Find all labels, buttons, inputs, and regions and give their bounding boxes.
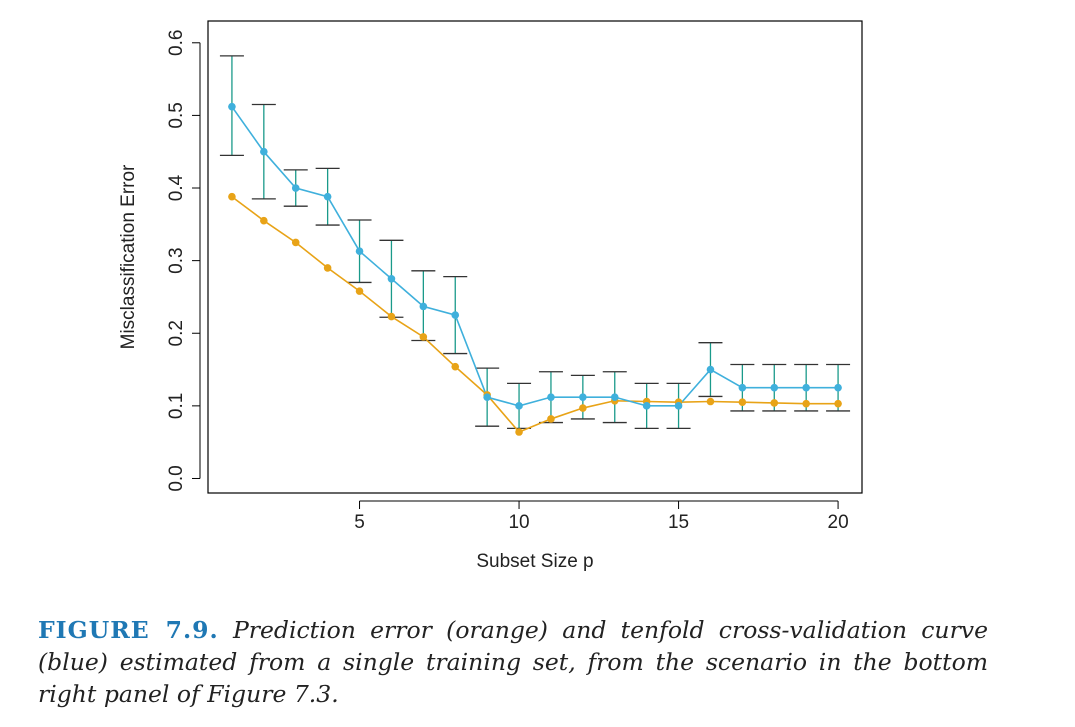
cv-error-point [770,383,779,392]
figure-caption-text: Prediction error (orange) and tenfold cr… [38,616,988,708]
y-tick-label: 0.4 [166,174,187,201]
cv-error-point [291,184,300,192]
figure-label: FIGURE 7.9. [38,616,219,644]
error-bars [219,55,851,430]
prediction-error-point [419,333,428,341]
x-tick-label: 10 [508,512,529,533]
cv-error-point [387,274,396,283]
cv-error-point [674,402,683,410]
axes: 5 10 15 20 0.0 0.1 0.2 0.3 0.4 0.5 0.6 [166,30,849,533]
prediction-error-point [260,216,268,225]
prediction-error-line [231,196,839,433]
cv-error-point [515,402,523,410]
x-tick-label: 15 [668,512,689,533]
prediction-error-point [291,238,300,247]
y-tick-label: 0.0 [166,465,187,491]
cv-error-point [610,393,619,401]
cv-error-point [547,393,555,401]
y-tick-label: 0.5 [166,102,187,128]
prediction-error-point [387,312,396,321]
cv-error-point [738,383,747,392]
cv-error-point [579,393,587,401]
cv-error-point [260,147,268,156]
cv-error-point [419,302,428,311]
cv-error-point [451,311,460,319]
prediction-error-point [355,287,364,295]
cv-error-point [323,192,332,201]
cv-error-point [834,383,842,392]
prediction-error-point [834,399,842,408]
y-tick-label: 0.1 [166,393,187,419]
x-axis-title: Subset Size p [476,551,593,572]
y-tick-label: 0.6 [166,30,187,56]
y-axis-title: Misclassification Error [118,164,139,349]
cv-error-point [355,247,364,255]
prediction-error-point [579,404,587,412]
cv-error-point [706,365,715,374]
cv-error-line [231,106,839,407]
prediction-error-point [451,362,460,371]
x-tick-label: 20 [828,512,849,533]
prediction-error-point [706,397,715,406]
series-lines [231,106,839,433]
cv-error-point [642,402,651,410]
prediction-error-point [228,192,236,201]
prediction-error-point [515,428,523,436]
prediction-error-point [547,415,555,423]
series-points [228,102,842,436]
plot-frame [207,20,863,494]
cv-error-point [228,102,236,111]
y-tick-label: 0.3 [166,247,187,273]
cv-error-point [802,383,810,392]
prediction-error-point [770,399,779,407]
x-tick-label: 5 [354,512,365,533]
figure-caption: FIGURE 7.9. Prediction error (orange) an… [38,614,988,710]
prediction-error-point [802,399,810,408]
y-tick-label: 0.2 [166,320,187,346]
cv-error-point [483,393,491,401]
prediction-error-point [323,264,332,272]
chart-canvas: 5 10 15 20 0.0 0.1 0.2 0.3 0.4 0.5 0.6 Subset Size… [118,20,863,572]
prediction-error-point [738,398,747,407]
